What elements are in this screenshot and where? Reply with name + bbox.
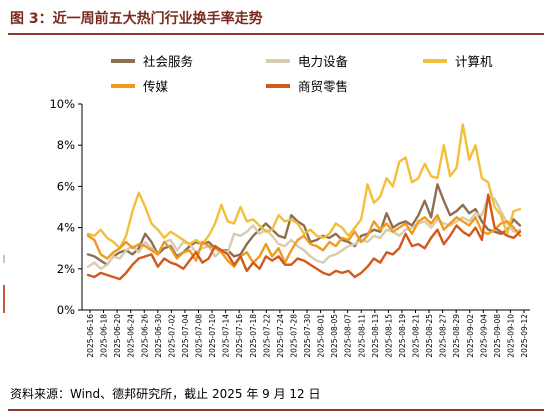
x-tick-label: 2025-07-02 xyxy=(167,314,176,358)
x-tick-label: 2025-09-08 xyxy=(493,314,502,358)
x-tick-label: 2025-08-11 xyxy=(357,314,366,358)
x-tick-label: 2025-09-04 xyxy=(479,314,488,358)
y-tick-label: 6% xyxy=(57,179,75,193)
x-tick-label: 2025-07-10 xyxy=(208,314,217,358)
x-tick-label: 2025-07-16 xyxy=(235,314,244,358)
x-tick-label: 2025-06-26 xyxy=(140,314,149,358)
x-tick-label: 2025-09-02 xyxy=(466,314,475,358)
x-tick-label: 2025-08-21 xyxy=(412,314,421,358)
y-tick-label: 4% xyxy=(57,221,75,235)
x-tick-label: 2025-08-27 xyxy=(439,314,448,358)
chart-series xyxy=(86,123,522,281)
x-tick-label: 2025-07-08 xyxy=(195,314,204,358)
y-tick-label: 2% xyxy=(57,262,75,276)
series-line xyxy=(86,213,522,268)
series-line xyxy=(86,123,522,250)
x-tick-label: 2025-08-05 xyxy=(330,314,339,358)
legend-label: 计算机 xyxy=(455,54,493,69)
bottom-divider xyxy=(8,409,544,411)
x-tick-label: 2025-06-24 xyxy=(127,314,136,358)
x-tick-label: 2025-08-15 xyxy=(384,314,393,358)
x-tick-label: 2025-06-30 xyxy=(154,314,163,358)
x-tick-label: 2025-07-22 xyxy=(262,314,271,358)
x-tick-label: 2025-08-19 xyxy=(398,314,407,358)
x-tick-label: 2025-06-16 xyxy=(86,314,95,358)
x-tick-label: 2025-07-18 xyxy=(249,314,258,358)
x-tick-label: 2025-08-01 xyxy=(317,314,326,358)
chart-axes: 0% 2% 4% 6% 8% 10% 2025-06-16 2025-06-18 2025-06… xyxy=(49,97,530,358)
x-tick-label: 2025-08-07 xyxy=(344,314,353,358)
legend-label: 传媒 xyxy=(143,79,169,94)
y-tick-label: 0% xyxy=(57,303,75,317)
left-edge-marks xyxy=(3,255,5,313)
source-note: 资料来源：Wind、德邦研究所，截止 2025 年 9 月 12 日 xyxy=(10,387,321,401)
x-tick-label: 2025-09-12 xyxy=(520,314,529,358)
x-tick-label: 2025-09-10 xyxy=(506,314,515,358)
x-tick-label: 2025-06-18 xyxy=(100,314,109,358)
y-tick-label: 10% xyxy=(49,97,75,111)
x-tick-label: 2025-07-30 xyxy=(303,314,312,358)
x-tick-label: 2025-08-29 xyxy=(452,314,461,358)
x-tick-label: 2025-07-24 xyxy=(276,314,285,358)
x-tick-label: 2025-07-04 xyxy=(181,314,190,358)
x-tick-label: 2025-07-14 xyxy=(222,314,231,358)
series-line xyxy=(86,193,522,281)
legend-label: 商贸零售 xyxy=(298,79,348,94)
legend-label: 电力设备 xyxy=(298,54,349,69)
x-tick-label: 2025-07-28 xyxy=(289,314,298,358)
title-divider xyxy=(8,33,544,35)
legend-label: 社会服务 xyxy=(143,54,193,69)
x-tick-label: 2025-08-13 xyxy=(371,314,380,358)
chart-title: 图 3：近一周前五大热门行业换手率走势 xyxy=(10,11,263,27)
x-tick-label: 2025-08-25 xyxy=(425,314,434,358)
x-tick-label: 2025-06-20 xyxy=(113,314,122,358)
y-tick-label: 8% xyxy=(57,138,75,152)
